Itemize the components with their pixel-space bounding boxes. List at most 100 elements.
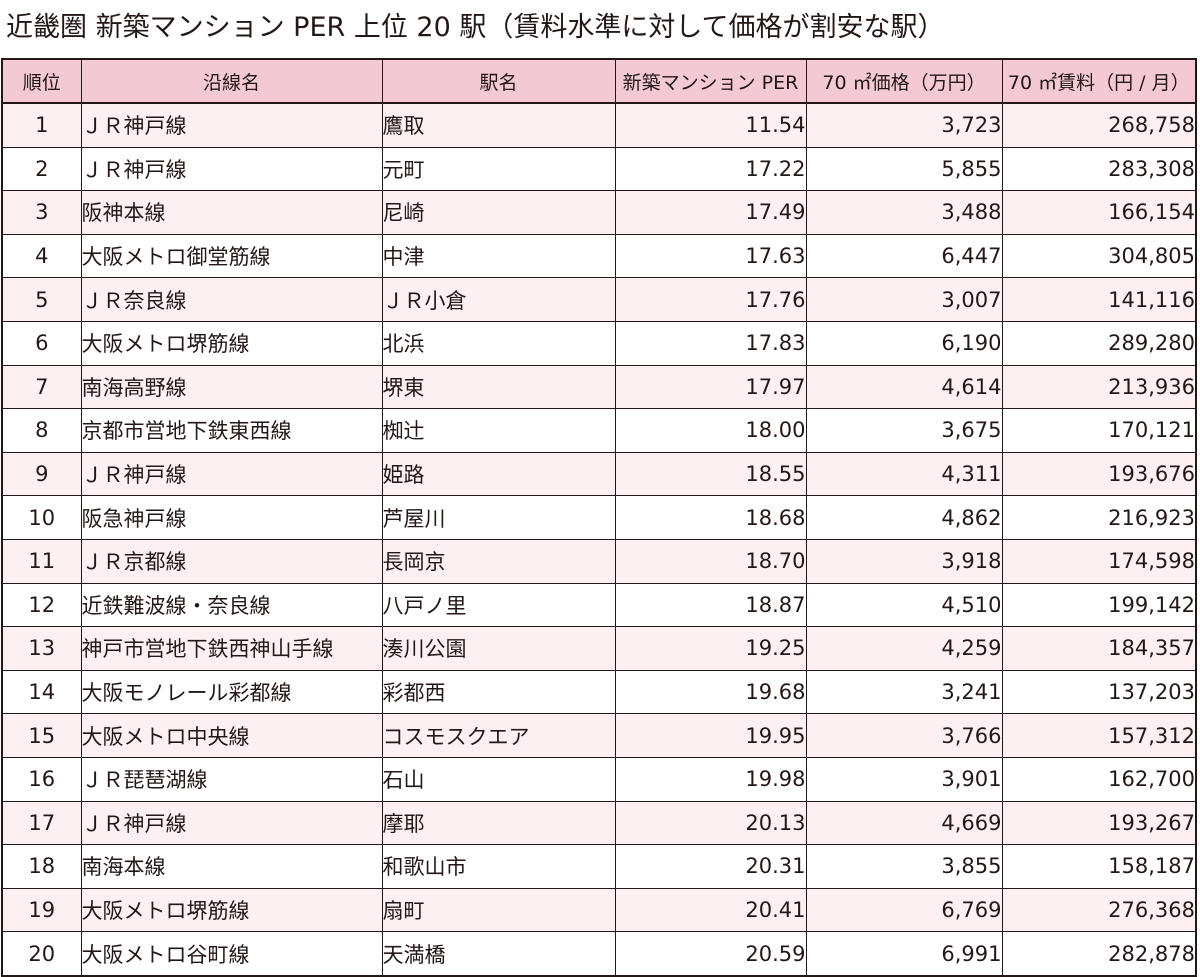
cell-line-name: ＪＲ神戸線 [80,451,383,497]
cell-station-name: 湊川公園 [381,626,616,671]
table-row: 15 大阪メトロ中央線 コスモスクエア 19.95 3,766 157,312 [1,713,1197,758]
table-header: 順位 沿線名 駅名 新築マンション PER 70 ㎡価格（万円） 70 ㎡賃料（… [1,58,1197,104]
cell-rank: 7 [1,364,82,410]
cell-station-name: 天満橋 [381,931,616,977]
table-row: 18 南海本線 和歌山市 20.31 3,855 158,187 [1,844,1197,889]
cell-price: 6,447 [805,233,1003,279]
cell-rank: 11 [1,538,82,584]
cell-per: 20.31 [614,844,807,889]
cell-rent: 213,936 [1001,364,1197,410]
cell-line-name: 神戸市営地下鉄西神山手線 [80,626,383,671]
cell-per: 17.97 [614,364,807,410]
cell-per: 19.98 [614,756,807,802]
table-row: 13 神戸市営地下鉄西神山手線 湊川公園 19.25 4,259 184,357 [1,626,1197,671]
cell-price: 3,675 [805,408,1003,453]
cell-rent: 184,357 [1001,626,1197,671]
cell-price: 4,862 [805,495,1003,540]
cell-line-name: 大阪メトロ御堂筋線 [80,233,383,279]
cell-rank: 16 [1,756,82,802]
cell-station-name: 堺東 [381,364,616,410]
cell-price: 4,614 [805,364,1003,410]
cell-per: 19.95 [614,713,807,758]
cell-station-name: 和歌山市 [381,844,616,889]
table-row: 1 ＪＲ神戸線 鷹取 11.54 3,723 268,758 [1,102,1197,148]
cell-rent: 276,368 [1001,887,1197,933]
cell-line-name: 近鉄難波線・奈良線 [80,582,383,628]
cell-rent: 137,203 [1001,669,1197,715]
cell-rent: 166,154 [1001,190,1197,235]
cell-rank: 6 [1,320,82,366]
cell-station-name: コスモスクエア [381,713,616,758]
cell-line-name: 阪急神戸線 [80,495,383,540]
cell-rent: 304,805 [1001,233,1197,279]
table-row: 19 大阪メトロ堺筋線 扇町 20.41 6,769 276,368 [1,887,1197,933]
cell-station-name: 石山 [381,756,616,802]
cell-per: 19.68 [614,669,807,715]
table-row: 9 ＪＲ神戸線 姫路 18.55 4,311 193,676 [1,451,1197,497]
header-price: 70 ㎡価格（万円） [805,58,1003,104]
cell-rank: 18 [1,844,82,889]
cell-per: 18.68 [614,495,807,540]
cell-per: 18.55 [614,451,807,497]
table-row: 11 ＪＲ京都線 長岡京 18.70 3,918 174,598 [1,538,1197,584]
cell-station-name: 八戸ノ里 [381,582,616,628]
cell-price: 3,007 [805,277,1003,322]
header-station-name: 駅名 [381,58,616,104]
cell-per: 18.70 [614,538,807,584]
cell-station-name: 姫路 [381,451,616,497]
cell-rank: 3 [1,190,82,235]
header-rank: 順位 [1,58,82,104]
cell-station-name: 椥辻 [381,408,616,453]
cell-rent: 268,758 [1001,102,1197,148]
cell-station-name: 鷹取 [381,102,616,148]
cell-rank: 2 [1,146,82,192]
cell-price: 4,259 [805,626,1003,671]
cell-rank: 14 [1,669,82,715]
cell-rank: 8 [1,408,82,453]
cell-per: 11.54 [614,102,807,148]
cell-rank: 12 [1,582,82,628]
cell-rank: 5 [1,277,82,322]
table-row: 14 大阪モノレール彩都線 彩都西 19.68 3,241 137,203 [1,669,1197,715]
table-row: 3 阪神本線 尼崎 17.49 3,488 166,154 [1,190,1197,235]
table-row: 7 南海高野線 堺東 17.97 4,614 213,936 [1,364,1197,410]
cell-rank: 10 [1,495,82,540]
cell-per: 18.00 [614,408,807,453]
cell-line-name: 大阪モノレール彩都線 [80,669,383,715]
cell-line-name: 南海高野線 [80,364,383,410]
cell-rent: 174,598 [1001,538,1197,584]
cell-rank: 20 [1,931,82,977]
cell-station-name: 芦屋川 [381,495,616,540]
cell-price: 5,855 [805,146,1003,192]
cell-station-name: 扇町 [381,887,616,933]
cell-line-name: ＪＲ神戸線 [80,102,383,148]
cell-line-name: 大阪メトロ谷町線 [80,931,383,977]
cell-line-name: 大阪メトロ堺筋線 [80,887,383,933]
header-per: 新築マンション PER [614,58,807,104]
table-row: 17 ＪＲ神戸線 摩耶 20.13 4,669 193,267 [1,800,1197,846]
cell-station-name: 元町 [381,146,616,192]
table-row: 6 大阪メトロ堺筋線 北浜 17.83 6,190 289,280 [1,320,1197,366]
cell-rank: 9 [1,451,82,497]
cell-per: 17.63 [614,233,807,279]
cell-rank: 4 [1,233,82,279]
cell-station-name: 中津 [381,233,616,279]
cell-per: 20.59 [614,931,807,977]
cell-rent: 199,142 [1001,582,1197,628]
cell-price: 3,855 [805,844,1003,889]
cell-station-name: 北浜 [381,320,616,366]
cell-price: 4,510 [805,582,1003,628]
cell-station-name: 尼崎 [381,190,616,235]
cell-price: 6,769 [805,887,1003,933]
cell-per: 20.13 [614,800,807,846]
cell-rent: 193,676 [1001,451,1197,497]
table-row: 16 ＪＲ琵琶湖線 石山 19.98 3,901 162,700 [1,756,1197,802]
cell-price: 3,766 [805,713,1003,758]
cell-rank: 15 [1,713,82,758]
cell-rent: 216,923 [1001,495,1197,540]
cell-per: 17.22 [614,146,807,192]
cell-line-name: ＪＲ京都線 [80,538,383,584]
cell-line-name: ＪＲ神戸線 [80,800,383,846]
cell-rank: 1 [1,102,82,148]
cell-station-name: 長岡京 [381,538,616,584]
